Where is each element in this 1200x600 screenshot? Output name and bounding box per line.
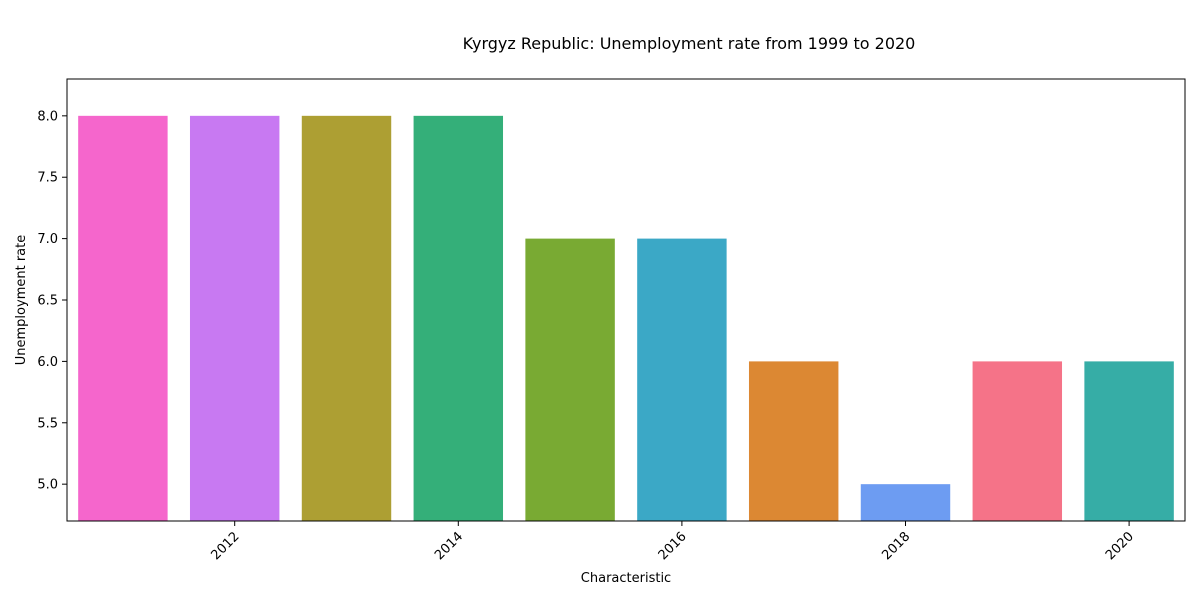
y-tick-label: 6.0 bbox=[37, 355, 58, 370]
y-axis: 5.0 5.5 6.0 6.5 7.0 7.5 8.0 bbox=[37, 109, 67, 493]
bar-2019 bbox=[972, 361, 1063, 521]
x-tick-label: 2016 bbox=[656, 529, 690, 563]
x-tick-label: 2018 bbox=[879, 529, 913, 563]
y-axis-label: Unemployment rate bbox=[14, 235, 29, 365]
bar-2020 bbox=[1084, 361, 1174, 521]
x-axis: 2012 2014 2016 2018 2020 bbox=[209, 521, 1137, 563]
x-axis-label: Characteristic bbox=[581, 571, 671, 586]
bar-2015 bbox=[525, 238, 615, 522]
x-tick-label: 2012 bbox=[209, 529, 243, 563]
bar-2011 bbox=[78, 115, 168, 521]
y-tick-label: 6.5 bbox=[37, 294, 58, 309]
bar-2013 bbox=[301, 115, 392, 521]
x-tick-label: 2020 bbox=[1103, 529, 1137, 563]
y-tick-label: 7.0 bbox=[37, 232, 58, 247]
y-tick-label: 5.5 bbox=[37, 416, 58, 431]
bar-2014 bbox=[413, 115, 504, 521]
y-tick-label: 5.0 bbox=[37, 478, 58, 493]
x-tick-label: 2014 bbox=[432, 529, 466, 563]
bar-2012 bbox=[189, 115, 280, 521]
bar-2018 bbox=[860, 484, 951, 521]
bar-2017 bbox=[748, 361, 839, 521]
bar-2016 bbox=[637, 238, 727, 522]
y-tick-label: 8.0 bbox=[37, 109, 58, 124]
chart-title: Kyrgyz Republic: Unemployment rate from … bbox=[463, 34, 916, 53]
y-tick-label: 7.5 bbox=[37, 171, 58, 186]
bars-group bbox=[78, 115, 1174, 522]
